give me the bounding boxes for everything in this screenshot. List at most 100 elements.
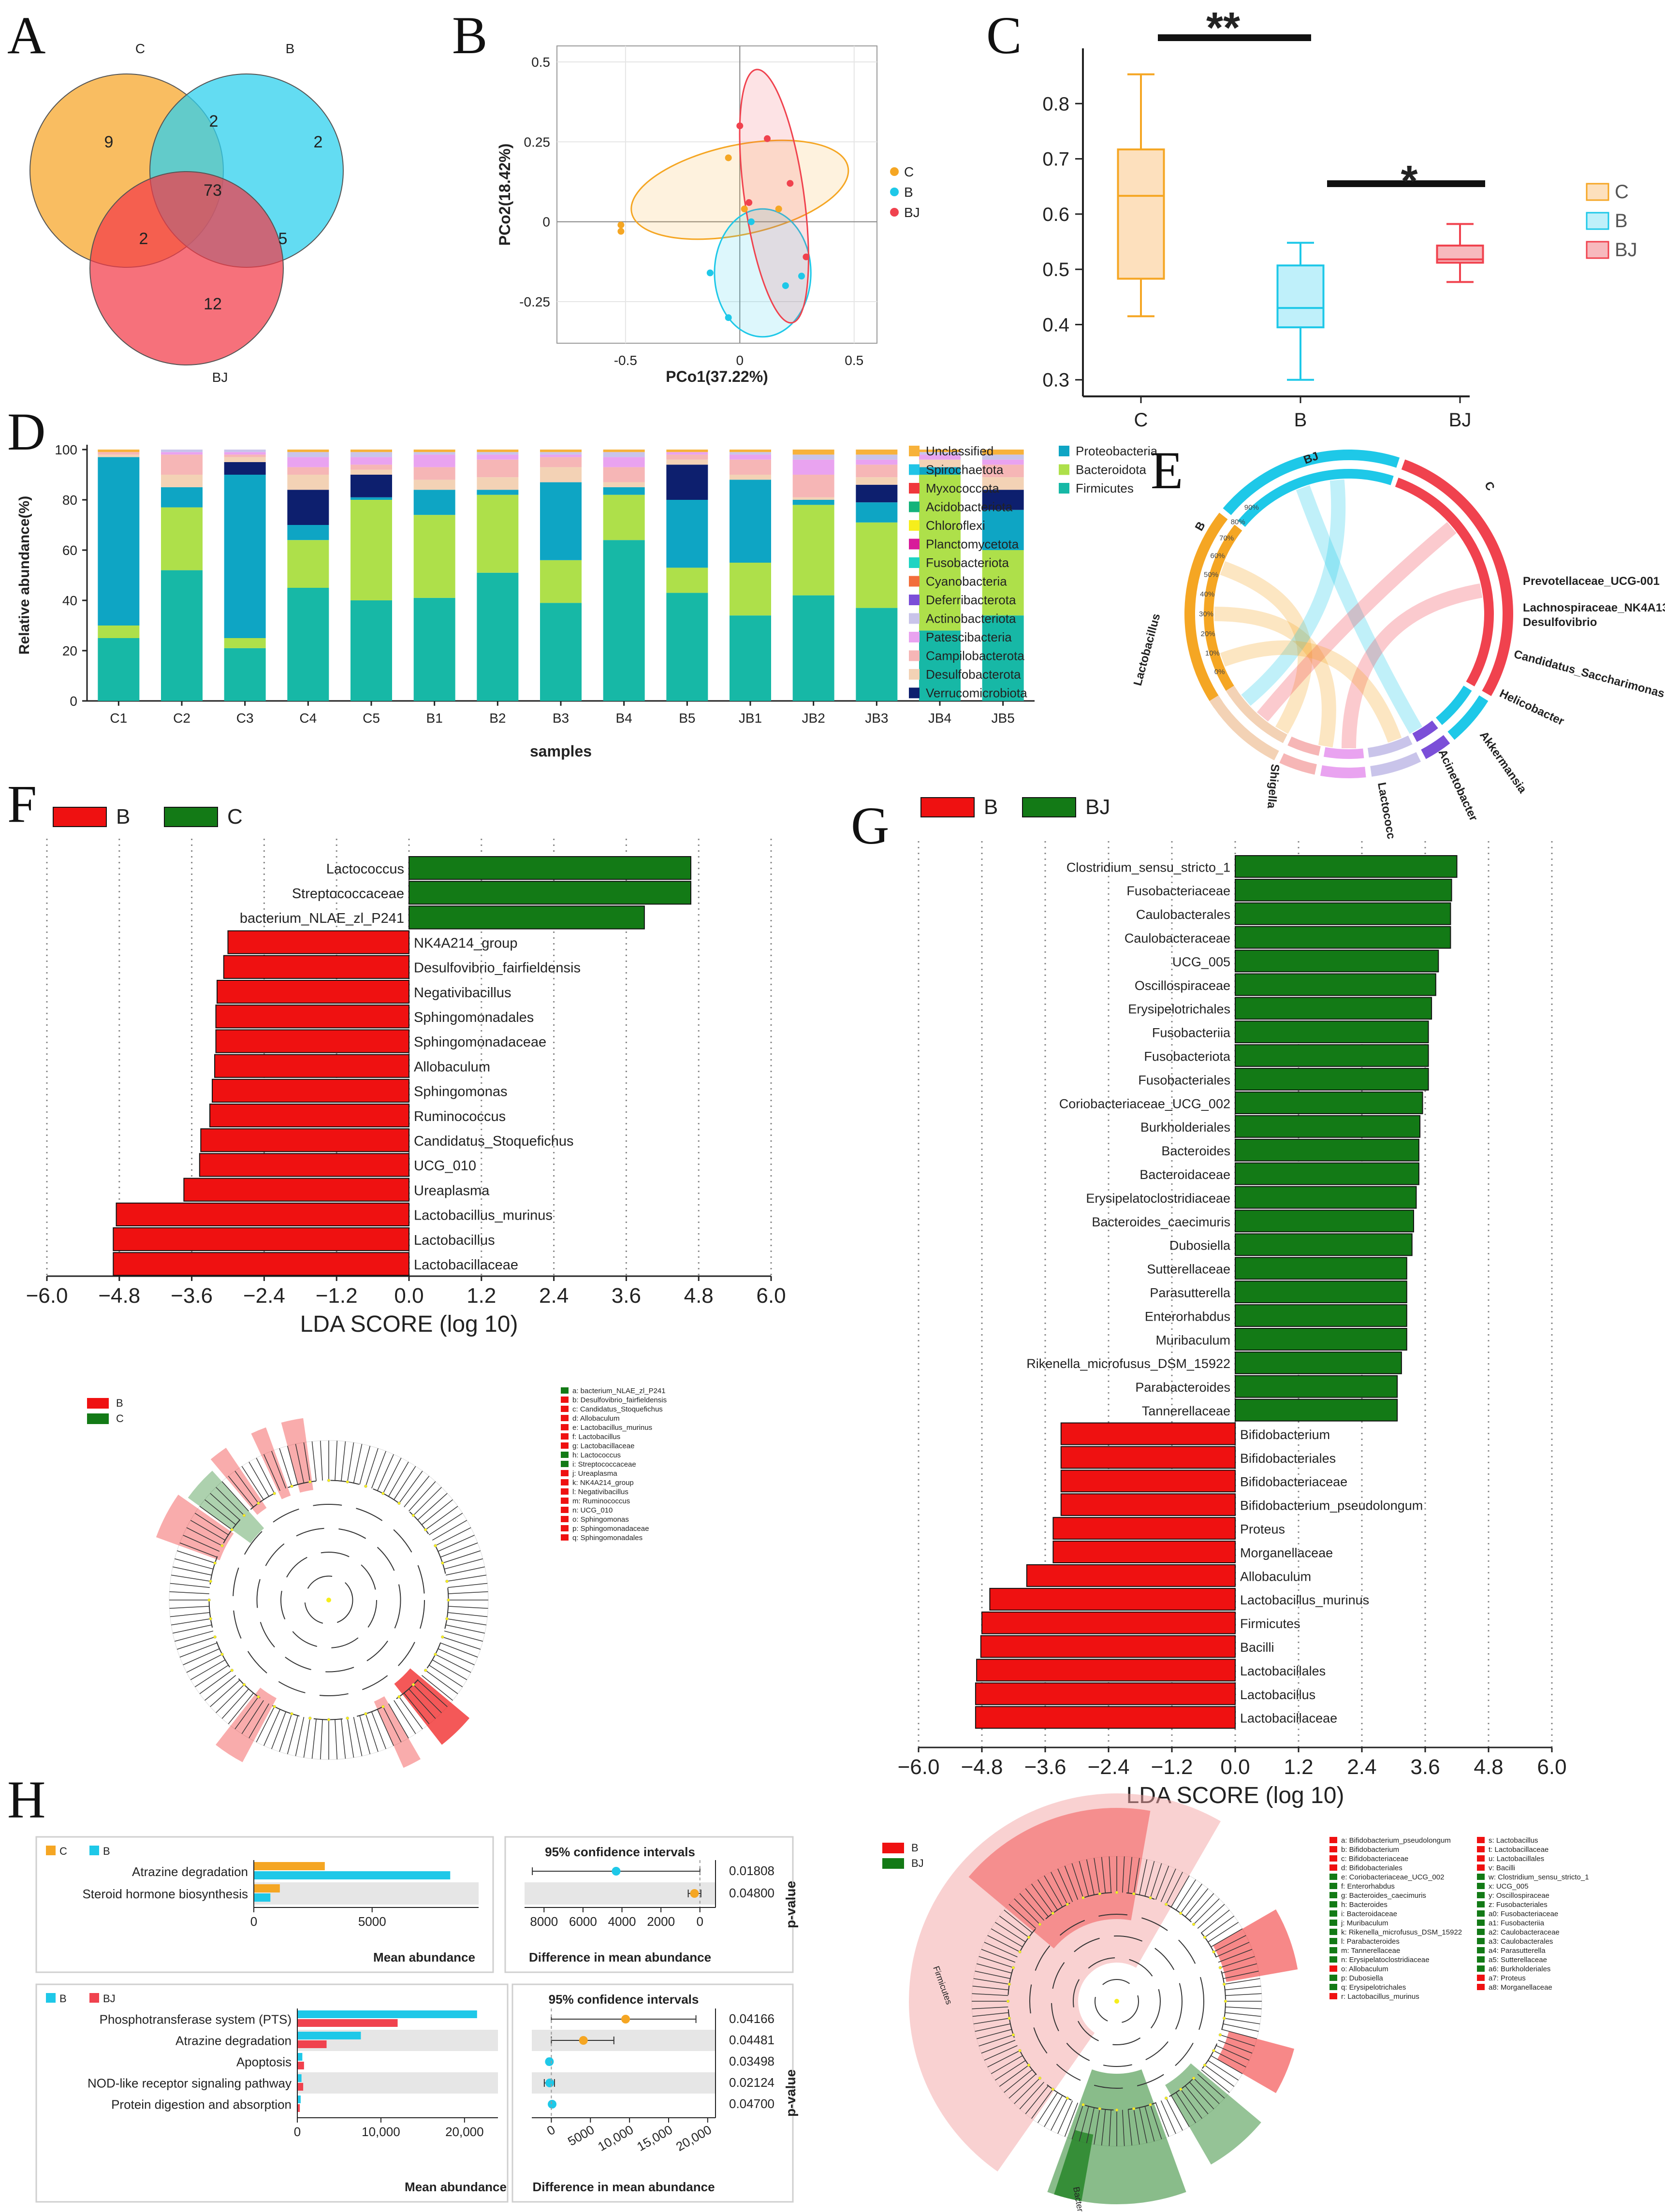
cladogram-node xyxy=(346,1480,349,1484)
percent-label: 30% xyxy=(1199,610,1213,618)
cladogram-branch xyxy=(1019,2081,1045,2110)
stacked-segment xyxy=(477,452,519,455)
stacked-segment xyxy=(982,459,1024,465)
cladogram-branch xyxy=(429,1665,463,1688)
cladogram-branch xyxy=(1218,1949,1253,1963)
chord-link xyxy=(1256,522,1457,722)
abundance-bar xyxy=(297,2074,302,2082)
legend-swatch xyxy=(909,464,920,475)
cladogram-node xyxy=(1203,1936,1207,1939)
key-label: a8: Morganellaceae xyxy=(1489,1983,1552,1992)
row-band xyxy=(525,1882,716,1905)
bar-label: Caulobacteraceae xyxy=(1125,931,1230,946)
tick-label: 4.8 xyxy=(1474,1755,1503,1779)
cladogram-branch xyxy=(973,2018,1009,2024)
cladogram-branch xyxy=(1008,1904,1037,1929)
bar-label: Dubosiella xyxy=(1169,1238,1231,1253)
cladogram-branch xyxy=(176,1550,215,1564)
ci-title: 95% confidence intervals xyxy=(545,1845,695,1859)
cladogram-branch xyxy=(320,1719,323,1760)
cladogram-node xyxy=(1008,2016,1011,2020)
cladogram-branch xyxy=(279,1714,292,1752)
cladogram-branch xyxy=(1155,2102,1169,2137)
tick-label: 0 xyxy=(697,1914,703,1929)
key-label: d: Bifidobacteriales xyxy=(1341,1864,1402,1872)
cladogram-node xyxy=(308,1717,312,1720)
bar-label: Firmicutes xyxy=(1240,1616,1300,1631)
stacked-segment xyxy=(161,507,203,570)
tick-label: 3.6 xyxy=(612,1284,641,1308)
bar-label: Candidatus_Stoquefichus xyxy=(414,1134,574,1149)
key-swatch xyxy=(1477,1874,1485,1880)
legend-label: B xyxy=(116,1397,123,1409)
cladogram-branch xyxy=(204,1675,236,1701)
cladogram-branch xyxy=(359,1715,371,1754)
stacked-segment xyxy=(287,450,329,452)
cladogram-branch xyxy=(256,1457,275,1494)
tick-label: 0.6 xyxy=(1042,204,1069,225)
x-axis-title: PCo1(37.22%) xyxy=(666,368,768,385)
stacked-segment xyxy=(730,450,771,452)
stacked-segment xyxy=(540,452,582,455)
key-label: u: Lactobacillales xyxy=(1489,1855,1544,1863)
tick-label: JB5 xyxy=(992,711,1015,726)
bar-label: Negativibacillus xyxy=(414,985,511,1001)
tick-label: −1.2 xyxy=(316,1284,358,1308)
key-label: o: Allobaculum xyxy=(1341,1965,1388,1973)
lda-bar xyxy=(1235,949,1439,973)
chord-link xyxy=(1214,607,1336,748)
bar-label: Allobaculum xyxy=(414,1059,490,1075)
ci-x-axis-title: Difference in mean abundance xyxy=(532,2180,715,2194)
box-b xyxy=(1276,264,1325,329)
abundance-bar xyxy=(297,2040,327,2048)
cladogram-node xyxy=(257,1695,260,1699)
abundance-bar xyxy=(297,2062,304,2069)
stacked-segment xyxy=(666,452,708,455)
cladogram-node xyxy=(381,1492,385,1495)
stacked-segment xyxy=(730,615,771,701)
tick-label: BJ xyxy=(1449,409,1472,431)
stacked-segment xyxy=(287,452,329,457)
tick-label: C3 xyxy=(236,711,254,726)
cladogram-branch xyxy=(1218,2039,1253,2054)
key-swatch xyxy=(1329,1965,1337,1972)
legend-label: C xyxy=(1615,181,1629,203)
legend-label: BJ xyxy=(1615,239,1637,261)
p-value-title: p-value xyxy=(783,2069,798,2117)
cladogram-branch xyxy=(1185,2085,1209,2114)
legend-label: B xyxy=(984,795,998,819)
legend-swatch xyxy=(87,1398,109,1409)
legend-swatch xyxy=(53,807,107,827)
clade-highlight xyxy=(1054,2130,1094,2201)
lda-bar xyxy=(1060,1446,1236,1469)
bar-label: Clostridium_sensu_stricto_1 xyxy=(1066,860,1230,874)
cladogram-branch xyxy=(216,1684,245,1713)
bar-label: Lactobacillaceae xyxy=(1240,1711,1337,1726)
cladogram-branch xyxy=(1144,1861,1155,1896)
cladogram-branch xyxy=(1139,1859,1148,1895)
cladogram-branch xyxy=(176,1636,215,1650)
cladogram-branch xyxy=(287,1715,298,1754)
key-swatch xyxy=(561,1479,569,1485)
cladogram-node xyxy=(1203,2064,1207,2067)
cladogram-branch xyxy=(1189,1893,1214,1921)
key-label: a1: Fusobacteriia xyxy=(1489,1919,1545,1927)
panel-letter: F xyxy=(7,774,37,833)
tick-label: C2 xyxy=(173,711,190,726)
key-label: c: Bifidobacteriaceae xyxy=(1341,1855,1408,1863)
stacked-segment xyxy=(477,477,519,490)
cladogram-branch xyxy=(311,1441,317,1481)
cladogram-branch xyxy=(435,1527,471,1546)
legend-swatch xyxy=(87,1413,109,1424)
cladogram-branch xyxy=(1051,1872,1068,1905)
key-swatch xyxy=(1477,1929,1485,1935)
legend-swatch xyxy=(46,1993,56,2003)
cladogram-branch xyxy=(388,1703,409,1739)
bar-label: Enterorhabdus xyxy=(1145,1309,1230,1324)
ci-point xyxy=(548,2100,557,2109)
tick-label: 2.4 xyxy=(1347,1755,1376,1779)
bar-label: Rikenella_microfusus_DSM_15922 xyxy=(1026,1356,1230,1371)
cladogram-node xyxy=(1081,1896,1085,1900)
stacked-segment xyxy=(982,615,1024,701)
cladogram-branch xyxy=(972,1993,1008,1996)
